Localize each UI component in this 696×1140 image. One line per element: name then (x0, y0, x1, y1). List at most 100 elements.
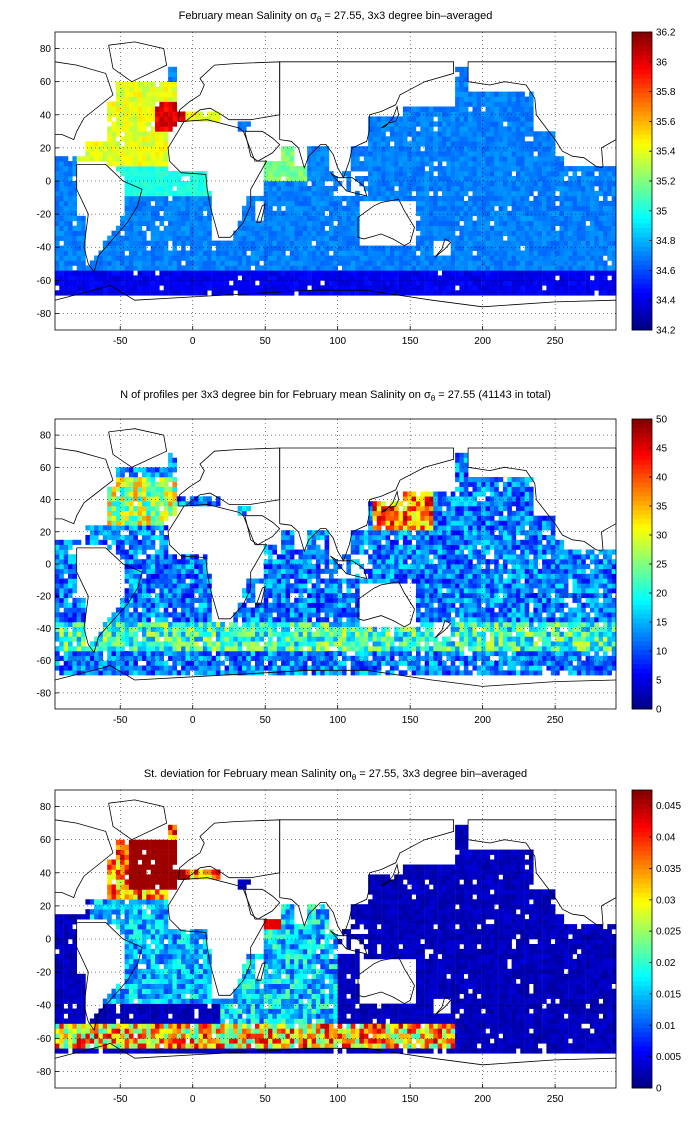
coastline (330, 172, 368, 197)
heat-cell (150, 240, 156, 246)
heat-cell (385, 195, 391, 202)
heat-cell (455, 131, 460, 137)
colorbar-step (632, 101, 652, 107)
heat-cell (233, 235, 238, 241)
heat-cell (168, 91, 173, 97)
heat-cell (472, 225, 478, 231)
heat-cell (85, 280, 90, 286)
heat-cell (124, 151, 130, 157)
heat-cell (411, 116, 417, 122)
heat-cell (315, 250, 321, 256)
heat-cell (128, 146, 134, 152)
heat-cell (389, 275, 395, 281)
heat-cell (150, 101, 156, 107)
heat-cell (468, 101, 473, 107)
heat-cell (598, 220, 604, 226)
heat-cell (128, 101, 134, 107)
heat-cell (189, 111, 195, 117)
heat-cell (72, 539, 77, 545)
heat-cell (594, 260, 599, 266)
heat-cell (242, 665, 247, 671)
heat-cell (511, 235, 517, 241)
heat-cell (146, 176, 151, 182)
heat-cell (172, 81, 177, 87)
heat-cell (533, 250, 538, 256)
heat-cell (285, 171, 291, 177)
heat-cell (489, 146, 495, 152)
heat-cell (133, 573, 138, 579)
heat-cell (598, 290, 604, 296)
heat-cell (224, 646, 230, 652)
heat-cell (502, 205, 508, 212)
heat-cell (507, 240, 512, 246)
heat-cell (146, 91, 151, 97)
heat-cell (502, 290, 508, 296)
heat-cell (372, 245, 378, 251)
heat-cell (59, 230, 64, 236)
heat-cell (416, 136, 421, 142)
heat-cell (111, 265, 117, 271)
heat-cell (542, 235, 547, 241)
heat-cell (489, 166, 495, 172)
heat-cell (433, 285, 438, 291)
heat-cell (516, 205, 521, 212)
heat-cell (446, 121, 451, 127)
heat-cell (498, 275, 504, 281)
heat-cell (289, 166, 295, 172)
heat-cell (168, 597, 173, 603)
heat-cell (163, 176, 169, 182)
heat-cell (107, 660, 112, 666)
heat-cell (572, 260, 578, 266)
heat-cell (529, 126, 534, 132)
heat-cell (150, 136, 156, 142)
heat-cell (224, 270, 230, 276)
heat-cell (259, 617, 264, 623)
heat-cell (229, 622, 234, 628)
heat-cell (172, 96, 177, 102)
colorbar-step (632, 292, 652, 298)
heat-cell (155, 491, 160, 497)
heat-cell (133, 86, 138, 92)
heat-cell (576, 265, 582, 271)
heat-cell (98, 539, 104, 545)
heat-cell (289, 151, 295, 157)
heat-cell (329, 186, 334, 192)
heat-cell (333, 290, 338, 296)
heat-cell (524, 215, 530, 222)
heat-cell (450, 116, 456, 122)
heat-cell (137, 215, 143, 222)
heat-cell (198, 626, 204, 632)
heat-cell (581, 245, 586, 251)
heat-cell (68, 631, 73, 637)
heat-cell (463, 270, 469, 276)
heat-cell (442, 265, 447, 271)
heat-cell (276, 171, 282, 177)
heat-cell (472, 255, 478, 261)
heat-cell (494, 111, 499, 117)
heat-cell (128, 190, 134, 197)
heat-cell (55, 665, 60, 671)
heat-cell (329, 195, 334, 202)
heat-cell (137, 101, 143, 107)
heat-cell (150, 636, 156, 642)
heat-cell (202, 186, 208, 192)
heat-cell (124, 549, 130, 555)
heat-cell (163, 181, 169, 187)
heat-cell (98, 141, 104, 147)
heat-cell (529, 176, 534, 182)
heat-cell (242, 651, 247, 657)
heat-cell (281, 151, 286, 157)
heat-cell (198, 646, 204, 652)
heat-cell (198, 496, 204, 502)
heat-cell (233, 646, 238, 652)
heat-cell (202, 617, 208, 623)
heat-cell (455, 270, 460, 276)
heat-cell (294, 245, 299, 251)
heat-cell (416, 220, 421, 226)
heat-cell (268, 215, 273, 222)
heat-cell (168, 275, 173, 281)
heat-cell (381, 255, 386, 261)
heat-cell (142, 96, 147, 102)
heat-cell (272, 240, 277, 246)
heat-cell (502, 200, 508, 207)
